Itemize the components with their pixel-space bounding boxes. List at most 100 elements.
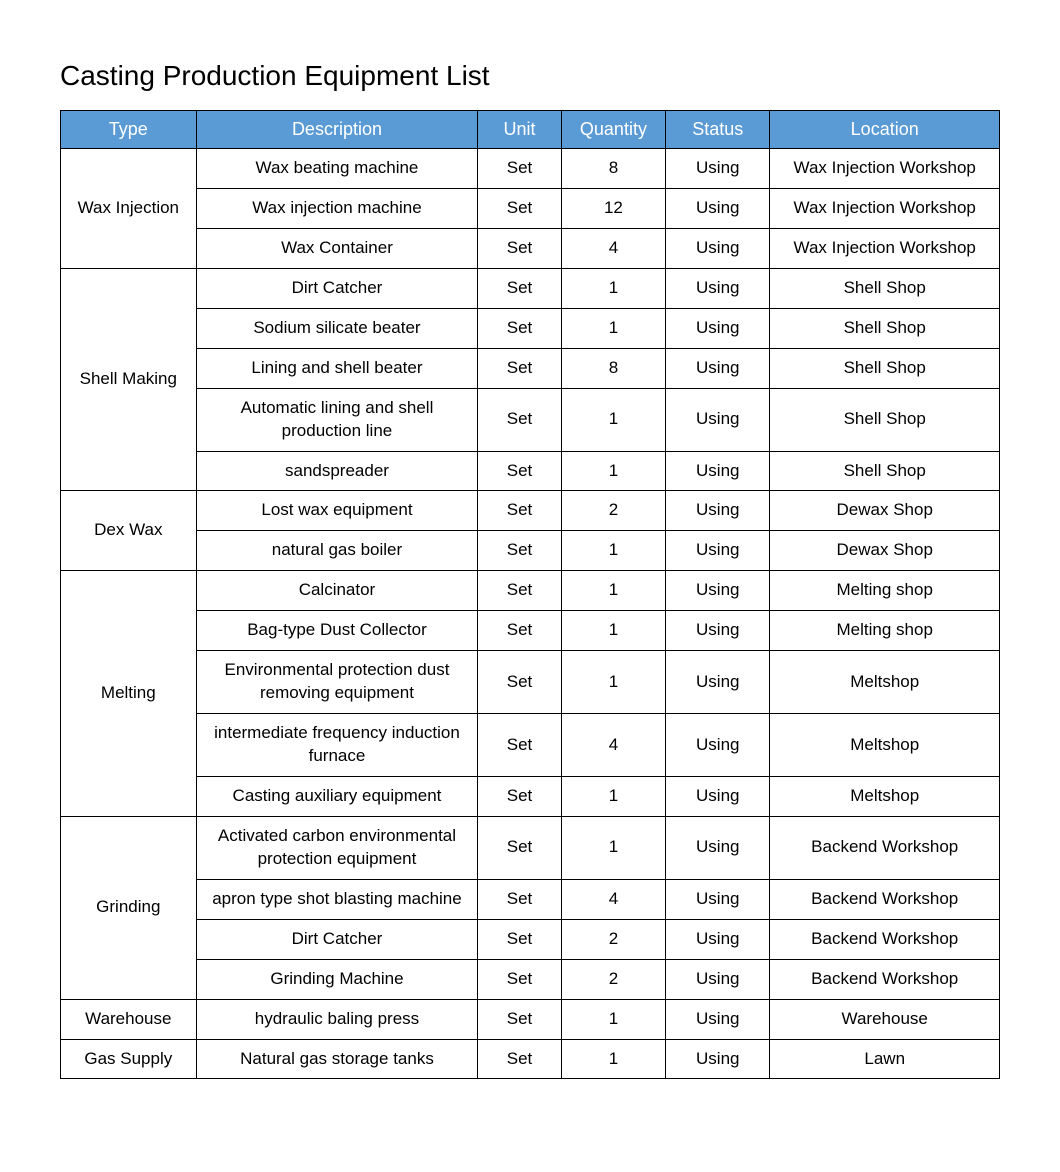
cell-quantity: 8 bbox=[561, 348, 665, 388]
table-row: Wax InjectionWax beating machineSet8Usin… bbox=[61, 149, 1000, 189]
cell-unit: Set bbox=[478, 388, 561, 451]
cell-location: Shell Shop bbox=[770, 348, 1000, 388]
table-row: Sodium silicate beaterSet1UsingShell Sho… bbox=[61, 308, 1000, 348]
table-row: Gas SupplyNatural gas storage tanksSet1U… bbox=[61, 1039, 1000, 1079]
table-row: Dex WaxLost wax equipmentSet2UsingDewax … bbox=[61, 491, 1000, 531]
cell-description: Dirt Catcher bbox=[196, 919, 478, 959]
cell-quantity: 1 bbox=[561, 451, 665, 491]
cell-unit: Set bbox=[478, 714, 561, 777]
cell-description: intermediate frequency induction furnace bbox=[196, 714, 478, 777]
cell-location: Shell Shop bbox=[770, 451, 1000, 491]
cell-unit: Set bbox=[478, 999, 561, 1039]
cell-status: Using bbox=[666, 308, 770, 348]
table-row: GrindingActivated carbon environmental p… bbox=[61, 816, 1000, 879]
table-row: Grinding MachineSet2UsingBackend Worksho… bbox=[61, 959, 1000, 999]
cell-description: Activated carbon environmental protectio… bbox=[196, 816, 478, 879]
table-row: Environmental protection dust removing e… bbox=[61, 651, 1000, 714]
cell-status: Using bbox=[666, 531, 770, 571]
cell-quantity: 1 bbox=[561, 1039, 665, 1079]
cell-status: Using bbox=[666, 1039, 770, 1079]
cell-description: Casting auxiliary equipment bbox=[196, 776, 478, 816]
cell-quantity: 4 bbox=[561, 714, 665, 777]
cell-description: Wax Container bbox=[196, 228, 478, 268]
cell-status: Using bbox=[666, 959, 770, 999]
equipment-table: Type Description Unit Quantity Status Lo… bbox=[60, 110, 1000, 1079]
table-row: Wax injection machineSet12UsingWax Injec… bbox=[61, 188, 1000, 228]
cell-quantity: 1 bbox=[561, 999, 665, 1039]
table-row: Dirt CatcherSet2UsingBackend Workshop bbox=[61, 919, 1000, 959]
table-row: sandspreaderSet1UsingShell Shop bbox=[61, 451, 1000, 491]
cell-quantity: 4 bbox=[561, 228, 665, 268]
cell-status: Using bbox=[666, 149, 770, 189]
cell-description: Dirt Catcher bbox=[196, 268, 478, 308]
cell-description: Calcinator bbox=[196, 571, 478, 611]
cell-unit: Set bbox=[478, 959, 561, 999]
table-row: Lining and shell beaterSet8UsingShell Sh… bbox=[61, 348, 1000, 388]
cell-status: Using bbox=[666, 611, 770, 651]
table-row: intermediate frequency induction furnace… bbox=[61, 714, 1000, 777]
table-row: Wax ContainerSet4UsingWax Injection Work… bbox=[61, 228, 1000, 268]
cell-description: apron type shot blasting machine bbox=[196, 879, 478, 919]
table-row: Shell MakingDirt CatcherSet1UsingShell S… bbox=[61, 268, 1000, 308]
cell-quantity: 1 bbox=[561, 388, 665, 451]
cell-status: Using bbox=[666, 879, 770, 919]
cell-quantity: 1 bbox=[561, 531, 665, 571]
cell-unit: Set bbox=[478, 571, 561, 611]
cell-status: Using bbox=[666, 451, 770, 491]
cell-quantity: 2 bbox=[561, 491, 665, 531]
table-row: natural gas boilerSet1UsingDewax Shop bbox=[61, 531, 1000, 571]
cell-quantity: 1 bbox=[561, 268, 665, 308]
table-row: Automatic lining and shell production li… bbox=[61, 388, 1000, 451]
cell-quantity: 2 bbox=[561, 919, 665, 959]
cell-description: sandspreader bbox=[196, 451, 478, 491]
cell-type: Grinding bbox=[61, 816, 197, 999]
cell-quantity: 1 bbox=[561, 776, 665, 816]
cell-status: Using bbox=[666, 919, 770, 959]
cell-description: Environmental protection dust removing e… bbox=[196, 651, 478, 714]
cell-type: Warehouse bbox=[61, 999, 197, 1039]
cell-type: Melting bbox=[61, 571, 197, 817]
cell-status: Using bbox=[666, 348, 770, 388]
col-header-quantity: Quantity bbox=[561, 111, 665, 149]
cell-unit: Set bbox=[478, 879, 561, 919]
cell-status: Using bbox=[666, 714, 770, 777]
cell-status: Using bbox=[666, 816, 770, 879]
cell-status: Using bbox=[666, 228, 770, 268]
cell-quantity: 1 bbox=[561, 651, 665, 714]
cell-status: Using bbox=[666, 491, 770, 531]
cell-unit: Set bbox=[478, 308, 561, 348]
cell-status: Using bbox=[666, 776, 770, 816]
cell-unit: Set bbox=[478, 451, 561, 491]
table-body: Wax InjectionWax beating machineSet8Usin… bbox=[61, 149, 1000, 1079]
cell-description: Wax injection machine bbox=[196, 188, 478, 228]
cell-unit: Set bbox=[478, 776, 561, 816]
cell-location: Meltshop bbox=[770, 651, 1000, 714]
cell-type: Wax Injection bbox=[61, 149, 197, 269]
cell-description: natural gas boiler bbox=[196, 531, 478, 571]
cell-unit: Set bbox=[478, 611, 561, 651]
cell-location: Melting shop bbox=[770, 571, 1000, 611]
cell-quantity: 1 bbox=[561, 571, 665, 611]
cell-quantity: 1 bbox=[561, 816, 665, 879]
cell-description: Bag-type Dust Collector bbox=[196, 611, 478, 651]
cell-description: Wax beating machine bbox=[196, 149, 478, 189]
cell-location: Warehouse bbox=[770, 999, 1000, 1039]
cell-quantity: 12 bbox=[561, 188, 665, 228]
cell-location: Meltshop bbox=[770, 776, 1000, 816]
cell-description: Automatic lining and shell production li… bbox=[196, 388, 478, 451]
page-title: Casting Production Equipment List bbox=[60, 60, 1000, 92]
cell-location: Shell Shop bbox=[770, 388, 1000, 451]
cell-description: Sodium silicate beater bbox=[196, 308, 478, 348]
cell-status: Using bbox=[666, 571, 770, 611]
cell-location: Wax Injection Workshop bbox=[770, 149, 1000, 189]
table-row: MeltingCalcinatorSet1UsingMelting shop bbox=[61, 571, 1000, 611]
cell-quantity: 4 bbox=[561, 879, 665, 919]
cell-description: Natural gas storage tanks bbox=[196, 1039, 478, 1079]
cell-unit: Set bbox=[478, 531, 561, 571]
cell-unit: Set bbox=[478, 149, 561, 189]
cell-type: Dex Wax bbox=[61, 491, 197, 571]
cell-unit: Set bbox=[478, 491, 561, 531]
cell-location: Backend Workshop bbox=[770, 816, 1000, 879]
cell-location: Melting shop bbox=[770, 611, 1000, 651]
col-header-unit: Unit bbox=[478, 111, 561, 149]
